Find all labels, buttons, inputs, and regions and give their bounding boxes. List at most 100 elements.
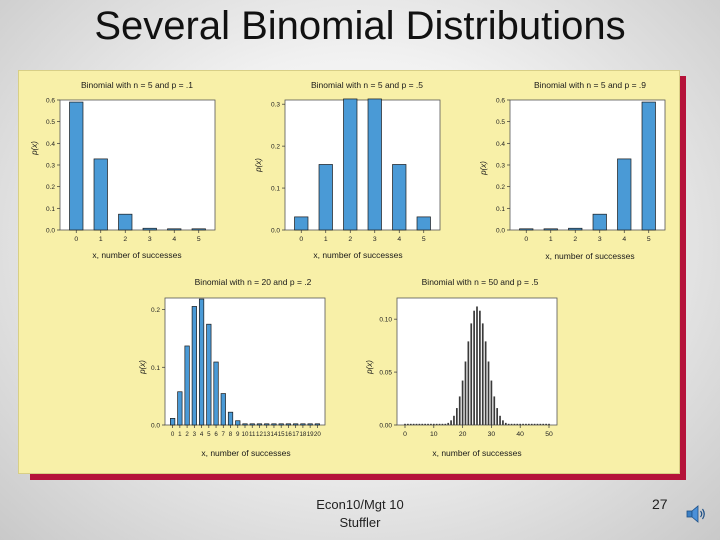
chart-5-bar-47 (539, 423, 542, 425)
chart-5-bar-15 (447, 422, 450, 425)
chart-5-bar-35 (504, 422, 507, 425)
chart-4-bar-11 (249, 423, 255, 426)
chart-4-ytick-label: 0.2 (151, 307, 160, 314)
chart-4-bar-14 (271, 423, 277, 426)
chart-4-xtick-label: 18 (299, 431, 306, 438)
chart-1-xtick-label: 2 (123, 236, 127, 243)
chart-4-bar-10 (242, 423, 248, 426)
chart-4-bar-2 (184, 345, 190, 426)
chart-5-bar-50 (548, 423, 550, 425)
chart-4-xtick-label: 14 (271, 431, 278, 438)
chart-1-ytick-label: 0.4 (46, 141, 55, 148)
chart-4-xtick-label: 0 (171, 431, 175, 438)
chart-4-xtick-label: 1 (178, 431, 182, 438)
chart-4-bar-20 (314, 423, 320, 426)
chart-2-xtick-label: 3 (373, 236, 377, 243)
slide-title: Several Binomial Distributions (94, 4, 626, 48)
chart-3-ytick-label: 0.3 (496, 163, 505, 170)
chart-5-bar-21 (464, 361, 467, 425)
chart-1-bar-4 (167, 228, 182, 231)
chart-1-bar-5 (191, 228, 206, 231)
chart-5-bar-24 (473, 310, 475, 425)
chart-3-ytick-label: 0.1 (496, 206, 505, 213)
chart-4-xtick-label: 10 (242, 431, 249, 438)
speaker-icon[interactable] (684, 502, 708, 526)
chart-5-bar-33 (499, 415, 501, 425)
chart-5-bar-2 (409, 423, 412, 425)
chart-3-ytick-label: 0.6 (496, 98, 505, 105)
chart-2-xtick-label: 4 (397, 236, 401, 243)
chart-5-xtick-label: 20 (459, 431, 467, 438)
chart-2-title: Binomial with n = 5 and p = .5 (311, 80, 423, 90)
chart-1-ytick-label: 0.6 (46, 98, 55, 105)
chart-4-ytick-label: 0.0 (151, 423, 160, 430)
chart-2-bar-0 (294, 216, 309, 231)
chart-3-bar-3 (592, 213, 607, 231)
chart-5-xlabel: x, number of successes (432, 448, 521, 458)
chart-5-bar-19 (458, 396, 461, 425)
chart-1-ytick-label: 0.5 (46, 119, 55, 126)
chart-5-bar-9 (430, 423, 432, 425)
chart-4-ylabel: p(x) (138, 360, 147, 375)
chart-5-ytick-label: 0.05 (379, 370, 392, 377)
chart-5-bar-4 (415, 423, 418, 425)
page-number: 27 (652, 496, 668, 512)
chart-4-bar-4 (198, 298, 205, 426)
chart-5-bar-11 (435, 423, 438, 425)
chart-5-xtick-label: 50 (545, 431, 553, 438)
chart-5-bar-8 (427, 423, 429, 425)
chart-4-bar-7 (220, 393, 226, 426)
chart-1-bar-2 (118, 213, 133, 231)
chart-3-xtick-label: 4 (622, 236, 626, 243)
chart-5-bar-10 (432, 423, 435, 425)
chart-5-bar-36 (507, 423, 510, 425)
chart-3-bar-0 (519, 228, 534, 231)
chart-3-bar-1 (543, 228, 558, 231)
chart-5-bar-0 (404, 423, 406, 425)
chart-5-bar-29 (487, 361, 490, 425)
chart-3-ylabel: p(x) (479, 161, 488, 176)
chart-1-bar-1 (93, 158, 108, 231)
chart-5-bar-25 (476, 306, 478, 425)
chart-5-bar-3 (412, 423, 415, 425)
chart-4-xtick-label: 13 (263, 431, 270, 438)
chart-4-xtick-label: 12 (256, 431, 263, 438)
chart-3-ytick-label: 0.2 (496, 184, 505, 191)
chart-5-bar-20 (461, 380, 464, 425)
chart-5-bar-42 (525, 423, 527, 425)
chart-3-ytick-label: 0.0 (496, 228, 505, 235)
chart-1-xtick-label: 3 (148, 236, 152, 243)
chart-4-bar-6 (213, 361, 219, 426)
chart-3-xtick-label: 1 (549, 236, 553, 243)
chart-5-xtick-label: 10 (430, 431, 438, 438)
chart-5-bar-27 (481, 323, 484, 425)
chart-5-ylabel: p(x) (365, 360, 374, 375)
chart-5-bar-31 (493, 396, 496, 425)
chart-4-xtick-label: 20 (314, 431, 321, 438)
chart-2-ytick-label: 0.2 (271, 144, 280, 151)
chart-3-xlabel: x, number of successes (545, 251, 634, 261)
chart-5-bar-12 (438, 423, 441, 425)
chart-5-xtick-label: 0 (403, 431, 407, 438)
chart-1-bar-0 (69, 101, 84, 231)
plot-area-1 (59, 99, 216, 231)
chart-3-ytick-label: 0.4 (496, 141, 505, 148)
chart-2-bar-2 (343, 98, 358, 231)
chart-4-title: Binomial with n = 20 and p = .2 (195, 277, 312, 287)
chart-1-bar-3 (142, 227, 157, 231)
chart-4-xtick-label: 15 (278, 431, 285, 438)
chart-5-bar-40 (519, 423, 522, 425)
chart-5-bar-1 (407, 423, 409, 425)
plot-area-4 (164, 297, 326, 426)
chart-2-xtick-label: 5 (422, 236, 426, 243)
chart-5-bar-23 (470, 323, 473, 425)
footer-author: Stuffler (339, 515, 381, 530)
chart-1-ylabel: p(x) (30, 141, 39, 156)
chart-5-bar-13 (441, 423, 444, 425)
chart-3-bar-2 (568, 227, 583, 231)
chart-1-xtick-label: 0 (74, 236, 78, 243)
chart-2-xtick-label: 2 (348, 236, 352, 243)
chart-3-xtick-label: 3 (598, 236, 602, 243)
chart-4-xtick-label: 16 (285, 431, 292, 438)
chart-4-bar-13 (264, 423, 270, 426)
